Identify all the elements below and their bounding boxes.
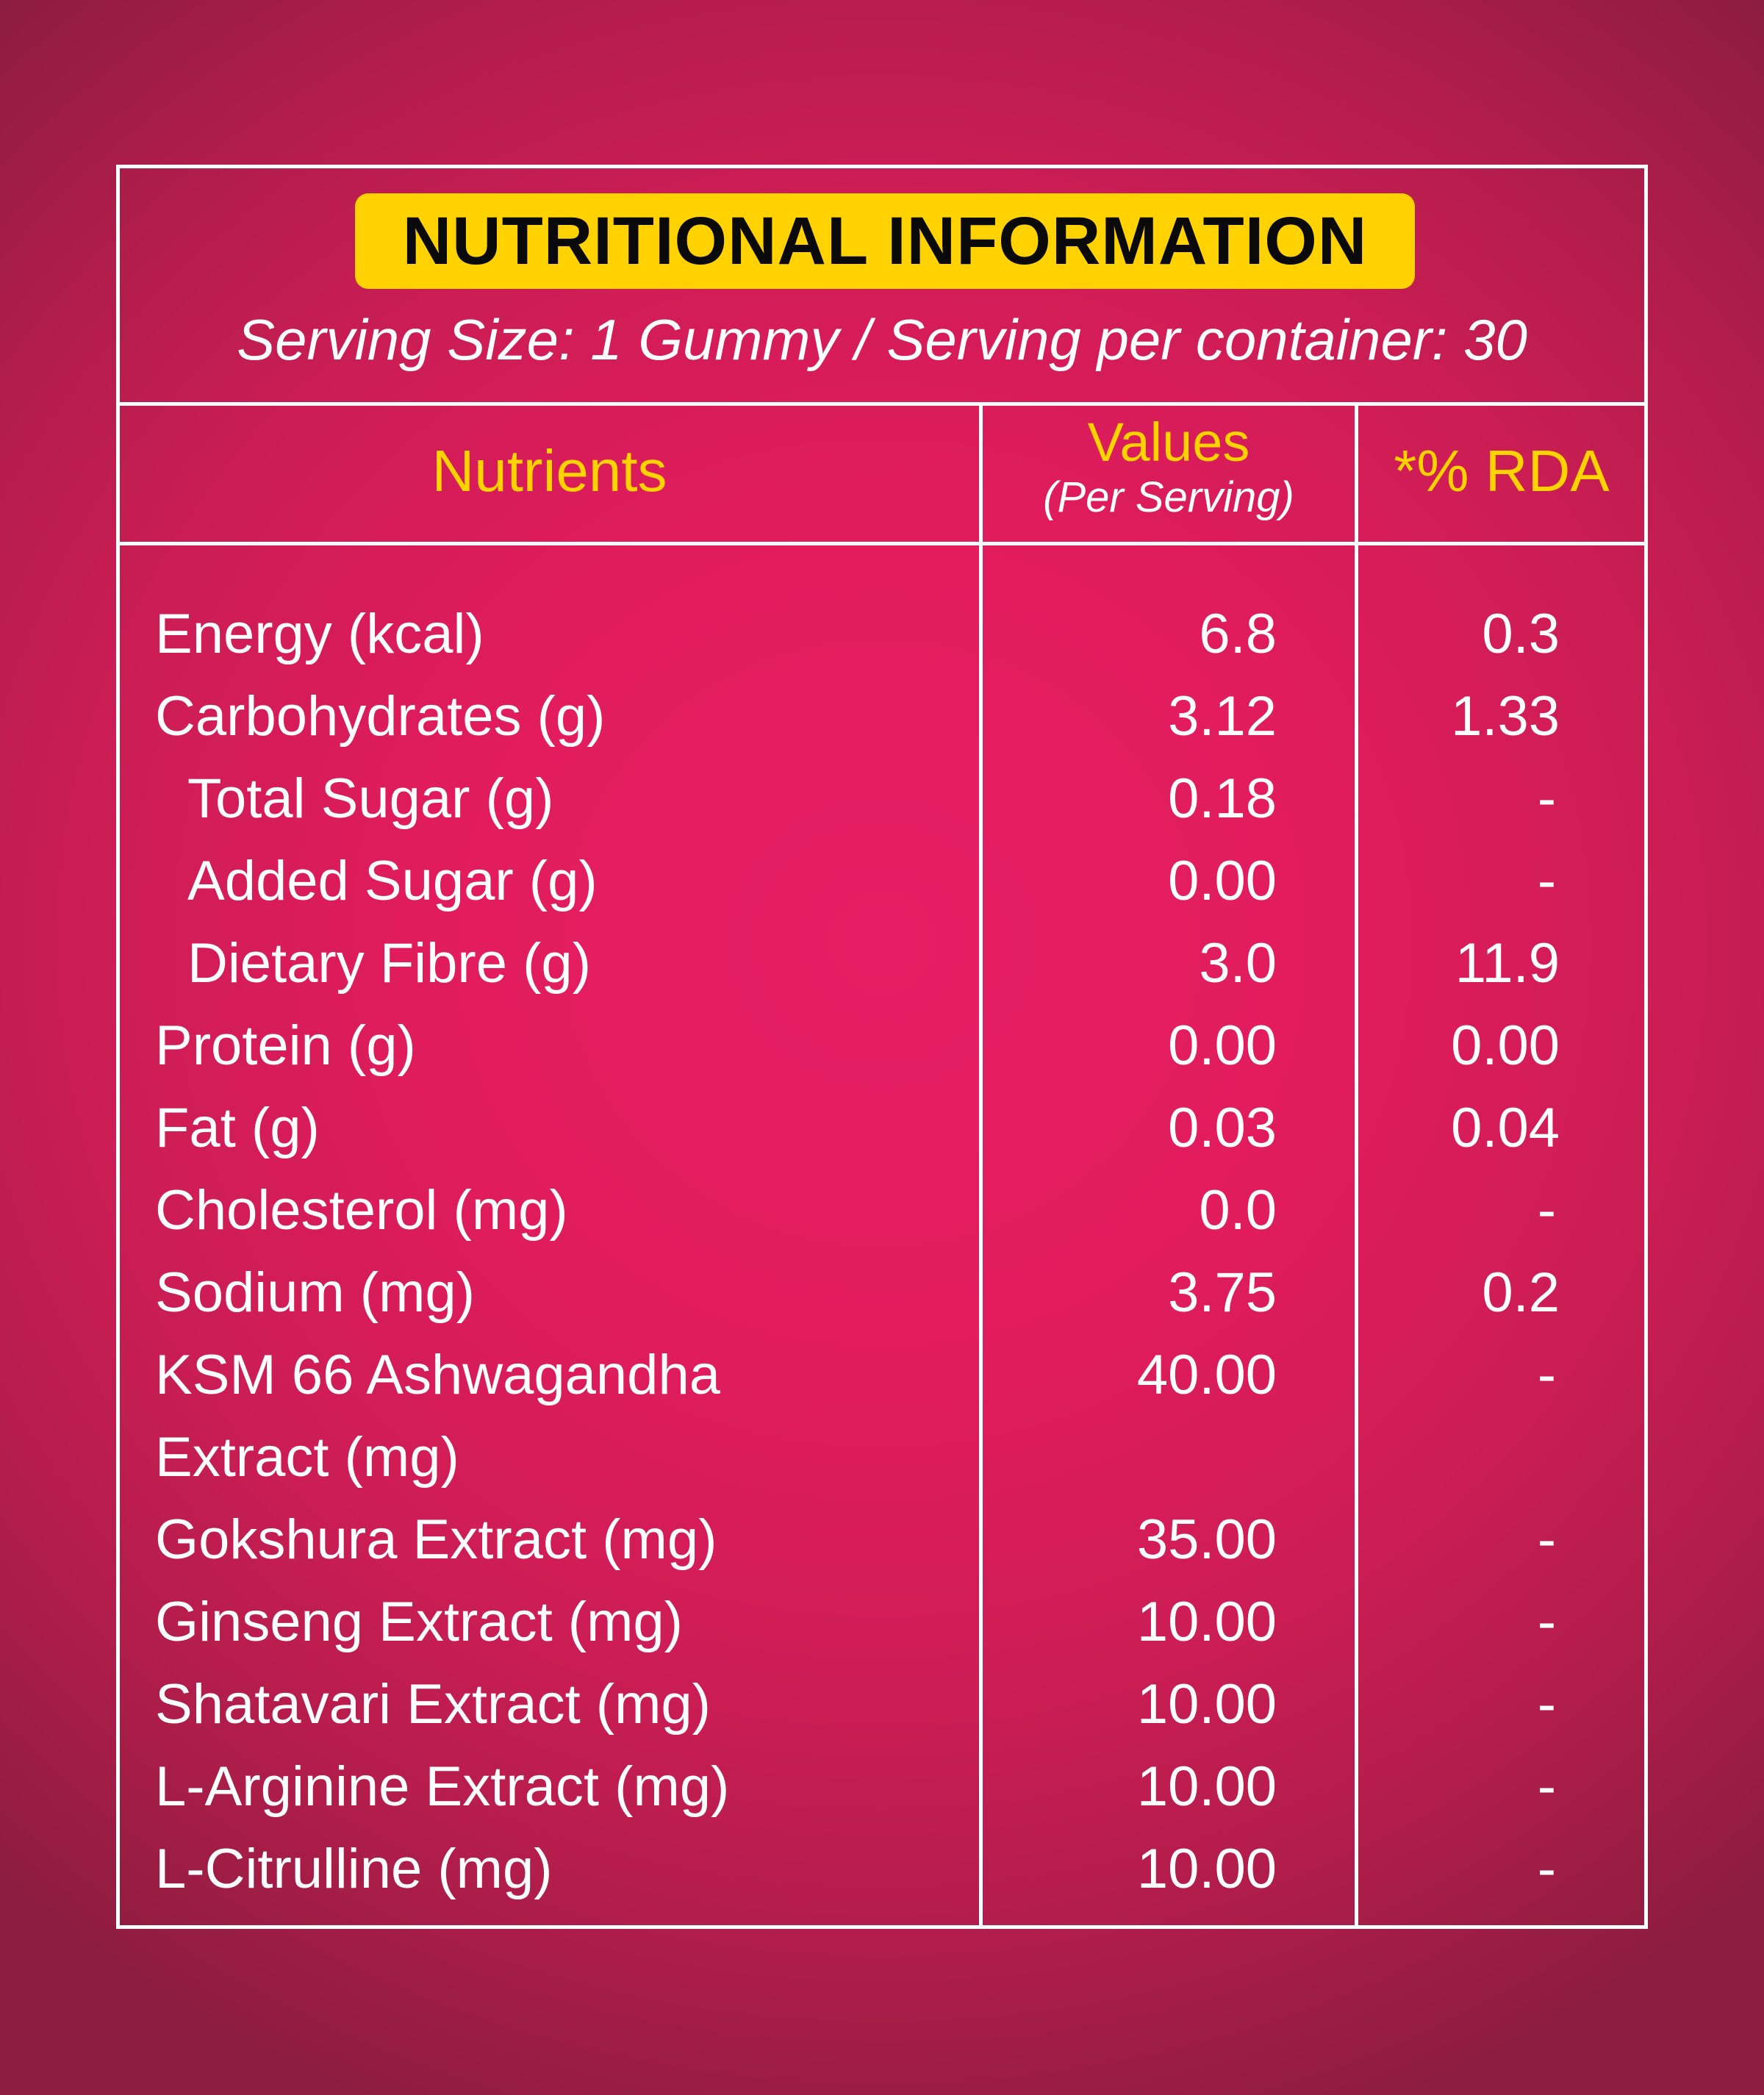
nutrient-name: L-Arginine Extract (mg) — [155, 1755, 730, 1818]
nutrient-rda: - — [1537, 1755, 1556, 1818]
nutrient-rda: 0.3 — [1482, 603, 1560, 665]
nutrient-name: Protein (g) — [155, 1014, 416, 1077]
nutrient-rda: - — [1537, 1838, 1556, 1900]
nutrient-name: Carbohydrates (g) — [155, 685, 606, 748]
serving-info: Serving Size: 1 Gummy / Serving per cont… — [237, 307, 1527, 372]
nutrient-value: 10.00 — [1136, 1838, 1277, 1900]
column-header-row: Nutrients Values (Per Serving) *% RDA — [120, 402, 1644, 545]
nutrient-rda: 11.9 — [1455, 932, 1560, 995]
nutrient-rows: Energy (kcal) 6.8 0.3 Carbohydrates (g) … — [120, 593, 1644, 1910]
table-row: Cholesterol (mg) 0.0 - — [120, 1170, 1644, 1252]
table-row: Energy (kcal) 6.8 0.3 — [120, 593, 1644, 676]
nutrient-name: Shatavari Extract (mg) — [155, 1673, 711, 1736]
table-row: L-Citrulline (mg) 10.00 - — [120, 1828, 1644, 1910]
nutrient-value: 35.00 — [1136, 1508, 1277, 1571]
nutrient-rda: 1.33 — [1451, 685, 1560, 748]
nutrient-value: 40.00 — [1136, 1344, 1277, 1406]
nutrient-value: 3.75 — [1168, 1261, 1277, 1324]
table-row: Fat (g) 0.03 0.04 — [120, 1087, 1644, 1170]
table-row: Total Sugar (g) 0.18 - — [120, 758, 1644, 840]
nutrient-rda: - — [1537, 1508, 1556, 1571]
nutrient-rda: - — [1537, 1179, 1556, 1242]
nutrition-panel: NUTRITIONAL INFORMATION Serving Size: 1 … — [116, 165, 1648, 1929]
nutrient-rda: 0.00 — [1451, 1014, 1560, 1077]
table-row: Ginseng Extract (mg) 10.00 - — [120, 1581, 1644, 1664]
nutrient-rda: - — [1537, 1344, 1556, 1406]
nutrient-value: 10.00 — [1136, 1755, 1277, 1818]
table-row: Protein (g) 0.00 0.00 — [120, 1005, 1644, 1087]
nutrient-value: 10.00 — [1136, 1591, 1277, 1653]
nutrient-name: Fat (g) — [155, 1097, 320, 1159]
nutrient-name: Ginseng Extract (mg) — [155, 1591, 683, 1653]
nutrient-name: Added Sugar (g) — [187, 850, 598, 912]
column-header-rda: *% RDA — [1394, 438, 1610, 504]
table-row: Sodium (mg) 3.75 0.2 — [120, 1252, 1644, 1334]
nutrient-rda: - — [1537, 1591, 1556, 1653]
table-row: Added Sugar (g) 0.00 - — [120, 840, 1644, 923]
nutrient-rda: - — [1537, 767, 1556, 830]
table-row: L-Arginine Extract (mg) 10.00 - — [120, 1746, 1644, 1828]
table-row: Carbohydrates (g) 3.12 1.33 — [120, 676, 1644, 758]
panel-header: NUTRITIONAL INFORMATION Serving Size: 1 … — [120, 168, 1644, 406]
table-row: Gokshura Extract (mg) 35.00 - — [120, 1499, 1644, 1581]
title-badge: NUTRITIONAL INFORMATION — [355, 193, 1415, 289]
nutrient-value: 10.00 — [1136, 1673, 1277, 1736]
table-row: Shatavari Extract (mg) 10.00 - — [120, 1664, 1644, 1746]
nutrient-value: 3.0 — [1199, 932, 1277, 995]
table-row: Extract (mg) — [120, 1417, 1644, 1499]
column-divider-2 — [1355, 402, 1358, 1925]
nutrient-value: 0.00 — [1168, 850, 1277, 912]
column-header-nutrients: Nutrients — [431, 438, 667, 504]
nutrient-value: 0.18 — [1168, 767, 1277, 830]
nutrient-name: L-Citrulline (mg) — [155, 1838, 553, 1900]
nutrient-name: Extract (mg) — [155, 1426, 459, 1489]
table-row: KSM 66 Ashwagandha 40.00 - — [120, 1334, 1644, 1417]
nutrient-rda: 0.2 — [1482, 1261, 1560, 1324]
nutrient-rda: 0.04 — [1451, 1097, 1560, 1159]
nutrient-name: Energy (kcal) — [155, 603, 484, 665]
nutrient-value: 3.12 — [1168, 685, 1277, 748]
nutrient-value: 6.8 — [1199, 603, 1277, 665]
table-row: Dietary Fibre (g) 3.0 11.9 — [120, 923, 1644, 1005]
nutrient-name: Total Sugar (g) — [187, 767, 554, 830]
nutrient-name: Cholesterol (mg) — [155, 1179, 568, 1242]
nutrient-name: Sodium (mg) — [155, 1261, 475, 1324]
column-header-values-sub: (Per Serving) — [1043, 473, 1294, 521]
nutrient-rda: - — [1537, 1673, 1556, 1736]
nutrient-name: Dietary Fibre (g) — [187, 932, 591, 995]
nutrient-value: 0.0 — [1199, 1179, 1277, 1242]
column-header-values: Values — [1087, 412, 1250, 473]
page-title: NUTRITIONAL INFORMATION — [402, 203, 1368, 279]
nutrient-name: KSM 66 Ashwagandha — [155, 1344, 720, 1406]
nutrient-name: Gokshura Extract (mg) — [155, 1508, 717, 1571]
nutrient-value: 0.03 — [1168, 1097, 1277, 1159]
column-divider-1 — [979, 402, 983, 1925]
nutrient-value: 0.00 — [1168, 1014, 1277, 1077]
nutrient-rda: - — [1537, 850, 1556, 912]
